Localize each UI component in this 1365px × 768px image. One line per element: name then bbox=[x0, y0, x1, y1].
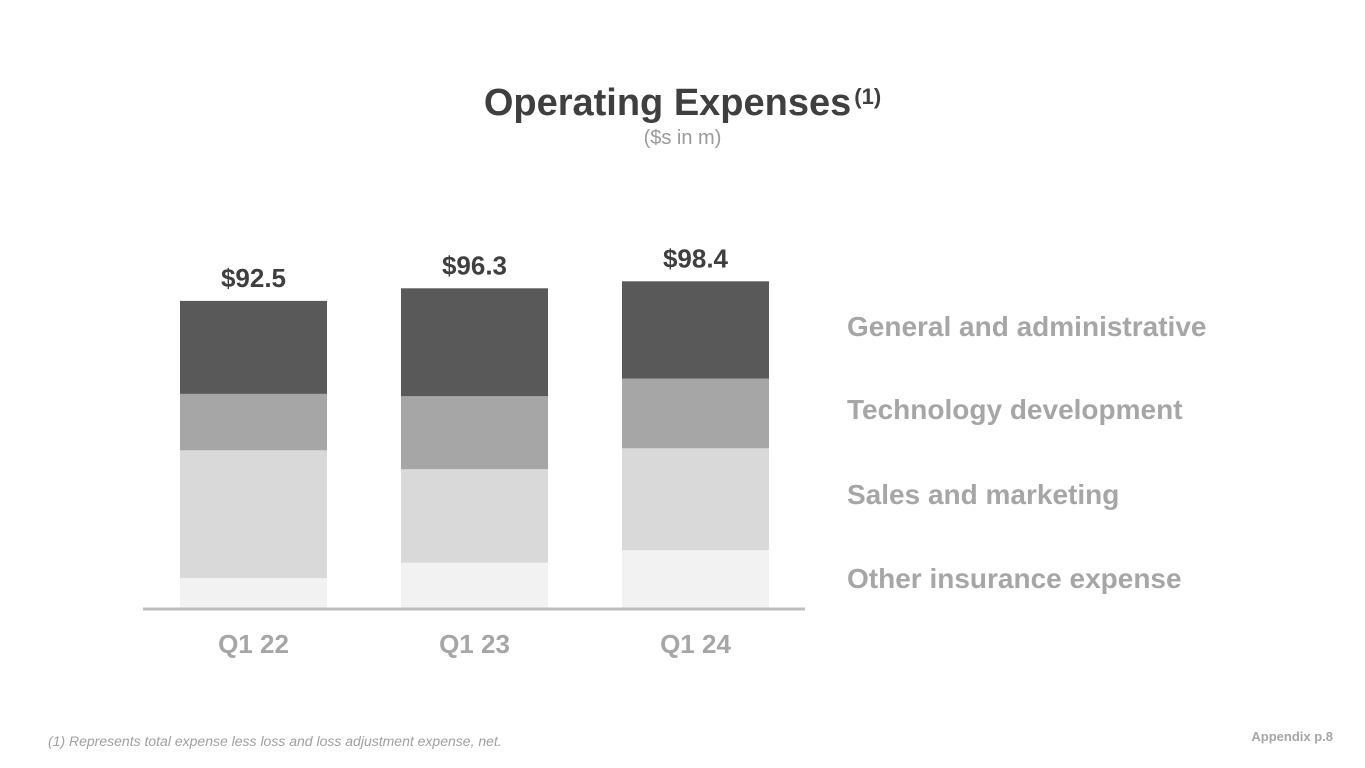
bar-segment-general-and-administrative bbox=[622, 281, 769, 379]
legend-item-technology-development: Technology development bbox=[847, 394, 1183, 425]
x-tick-label: Q1 22 bbox=[218, 629, 289, 659]
bar-segment-other-insurance-expense bbox=[180, 578, 327, 608]
legend-item-sales-and-marketing: Sales and marketing bbox=[847, 479, 1120, 510]
bar-total-label: $96.3 bbox=[442, 250, 507, 280]
bar-segment-technology-development bbox=[622, 378, 769, 449]
title-footnote-marker: (1) bbox=[854, 84, 882, 109]
legend-item-other-insurance-expense: Other insurance expense bbox=[847, 563, 1182, 594]
bar-total-label: $98.4 bbox=[663, 243, 729, 273]
x-tick-label: Q1 24 bbox=[660, 629, 731, 659]
x-tick-label: Q1 23 bbox=[439, 629, 510, 659]
bar-segment-other-insurance-expense bbox=[622, 550, 769, 608]
chart-subtitle: ($s in m) bbox=[643, 127, 722, 149]
bar-segment-sales-and-marketing bbox=[622, 448, 769, 551]
chart-title-text: Operating Expenses bbox=[483, 82, 852, 124]
bar-segment-technology-development bbox=[180, 393, 327, 451]
page-label: Appendix p.8 bbox=[1251, 729, 1333, 744]
bar-total-label: $92.5 bbox=[221, 263, 286, 293]
bar-segment-sales-and-marketing bbox=[180, 450, 327, 579]
legend-item-general-and-administrative: General and administrative bbox=[847, 311, 1207, 342]
footnote: (1) Represents total expense less loss a… bbox=[48, 733, 502, 749]
bar-segment-general-and-administrative bbox=[401, 288, 548, 397]
bar-segment-technology-development bbox=[401, 396, 548, 470]
bar-segment-other-insurance-expense bbox=[401, 562, 548, 608]
bar-segment-sales-and-marketing bbox=[401, 469, 548, 563]
chart-title: Operating Expenses (1) bbox=[0, 82, 1365, 125]
bar-segment-general-and-administrative bbox=[180, 300, 327, 394]
